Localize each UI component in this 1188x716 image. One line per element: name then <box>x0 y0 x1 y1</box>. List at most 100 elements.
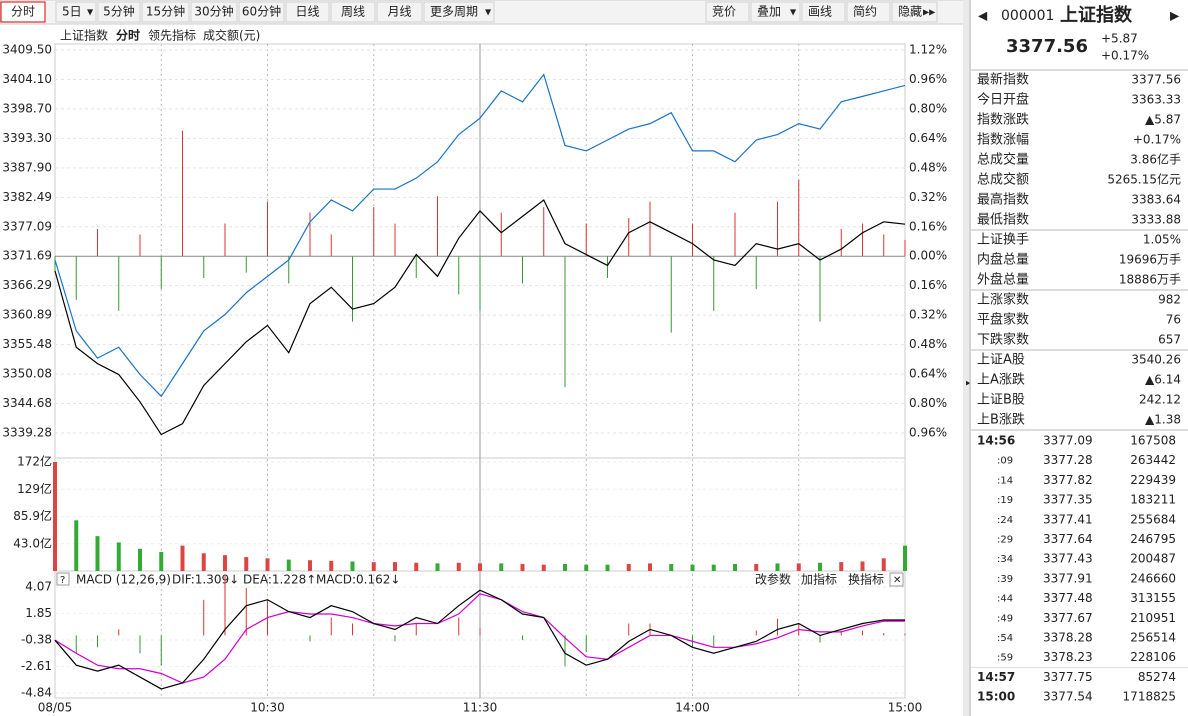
tab-button[interactable] <box>423 1 495 23</box>
dropdown-arrow: ▼ <box>87 8 94 17</box>
tick-price: 3378.28 <box>1043 631 1093 645</box>
price-tick-label: 3409.50 <box>2 43 52 57</box>
pct-tick-label: 0.80% <box>909 396 947 410</box>
tab-button[interactable] <box>0 1 46 23</box>
indicator-button[interactable]: 换指标 <box>848 572 884 587</box>
quote-value: 657 <box>1158 333 1181 347</box>
tab-label[interactable]: 15分钟 <box>146 4 185 19</box>
tab-button[interactable] <box>190 1 238 23</box>
stock-code: 000001 <box>1001 8 1054 24</box>
tool-label[interactable]: 竞价 <box>712 5 736 19</box>
legend-item: 上证指数 <box>60 28 108 43</box>
volume-tick-label: 85.9亿 <box>13 508 52 523</box>
quote-value: ▲6.14 <box>1145 373 1181 387</box>
volume-bar <box>435 563 440 571</box>
macd-tick-label: -0.38 <box>21 632 52 646</box>
tick-volume: 229439 <box>1130 473 1176 487</box>
help-glyph: ? <box>60 575 65 586</box>
tick-price: 3377.41 <box>1043 512 1093 526</box>
price-tick-label: 3404.10 <box>2 72 52 86</box>
tab-label[interactable]: 更多周期 <box>430 5 478 19</box>
volume-bar <box>626 564 631 571</box>
tab-button[interactable] <box>97 1 141 23</box>
volume-bar <box>903 545 907 571</box>
price-tick-label: 3377.09 <box>2 219 52 233</box>
tab-label[interactable]: 周线 <box>341 5 365 19</box>
volume-bar <box>499 563 504 571</box>
splitter-handle[interactable]: ▸ <box>966 379 971 389</box>
tick-time: :39 <box>997 574 1013 585</box>
dropdown-arrow: ▼ <box>485 8 492 17</box>
tool-button[interactable] <box>750 1 801 23</box>
price-line <box>54 199 906 436</box>
tool-label[interactable]: 叠加 <box>757 5 781 19</box>
volume-bar <box>265 558 270 571</box>
tool-button[interactable] <box>705 1 750 23</box>
volume-bar <box>563 564 567 571</box>
quote-value: 3383.64 <box>1131 193 1181 207</box>
tick-volume: 228106 <box>1130 650 1176 664</box>
pct-tick-label: 0.00% <box>909 249 947 263</box>
tab-button[interactable] <box>141 1 190 23</box>
volume-bar <box>754 564 759 571</box>
tool-button[interactable] <box>846 1 891 23</box>
tab-label[interactable]: 分时 <box>11 5 35 19</box>
tick-price: 3377.43 <box>1043 552 1093 566</box>
tool-label[interactable]: 画线 <box>808 5 832 19</box>
pct-tick-label: 1.12% <box>909 43 947 57</box>
volume-bar <box>74 520 79 571</box>
price-tick-label: 3360.89 <box>2 308 52 322</box>
volume-bar <box>669 564 674 571</box>
tab-button[interactable] <box>376 1 423 23</box>
tab-label[interactable]: 5日 <box>62 5 82 19</box>
tick-volume: 85274 <box>1138 670 1176 684</box>
tab-label[interactable]: 日线 <box>295 5 319 19</box>
tool-label[interactable]: 隐藏 <box>898 5 922 19</box>
tick-price: 3377.91 <box>1043 571 1093 585</box>
tool-button[interactable] <box>891 1 938 23</box>
volume-bar <box>223 555 227 571</box>
volume-bar <box>244 557 249 571</box>
volume-bar <box>711 564 716 571</box>
tick-price: 3377.48 <box>1043 591 1093 605</box>
tick-volume: 246795 <box>1130 532 1176 546</box>
macd-tick-label: -4.84 <box>21 686 52 700</box>
volume-bar <box>690 564 695 571</box>
tab-button[interactable] <box>330 1 376 23</box>
tick-price: 3377.82 <box>1043 473 1093 487</box>
tab-button[interactable] <box>55 1 97 23</box>
quote-label: 上涨家数 <box>977 292 1029 308</box>
next-arrow[interactable]: ▶ <box>1170 9 1180 23</box>
tool-button[interactable] <box>801 1 846 23</box>
tab-label[interactable]: 5分钟 <box>103 4 135 19</box>
tick-volume: 246660 <box>1130 571 1176 585</box>
tab-label[interactable]: 60分钟 <box>242 4 281 19</box>
price-tick-label: 3398.70 <box>2 101 52 115</box>
indicator-button[interactable]: 改参数 <box>755 572 791 587</box>
tab-label[interactable]: 月线 <box>387 5 411 19</box>
quote-label: 总成交量 <box>977 152 1029 168</box>
pct-tick-label: 0.48% <box>909 160 947 174</box>
quote-label: 上证B股 <box>977 393 1025 408</box>
close-box[interactable] <box>889 572 904 587</box>
tab-button[interactable] <box>238 1 285 23</box>
macd-name: MACD (12,26,9) <box>76 573 171 587</box>
indicator-button[interactable]: 加指标 <box>801 572 837 587</box>
tab-button[interactable] <box>285 1 330 23</box>
quote-value: 242.12 <box>1139 393 1181 407</box>
tick-time: :29 <box>997 535 1013 546</box>
tick-volume: 1718825 <box>1123 690 1176 704</box>
volume-bar <box>648 563 652 571</box>
tick-time: 14:56 <box>977 434 1015 448</box>
tick-volume: 313155 <box>1130 591 1176 605</box>
prev-arrow[interactable]: ◀ <box>978 9 988 23</box>
tool-label[interactable]: 简约 <box>853 4 877 19</box>
pct-tick-label: 0.16% <box>909 278 947 292</box>
tick-time: :24 <box>997 515 1013 526</box>
tick-time: :19 <box>997 495 1013 506</box>
pct-tick-label: 0.48% <box>909 337 947 351</box>
tab-label[interactable]: 30分钟 <box>194 4 233 19</box>
help-icon[interactable] <box>56 572 70 586</box>
